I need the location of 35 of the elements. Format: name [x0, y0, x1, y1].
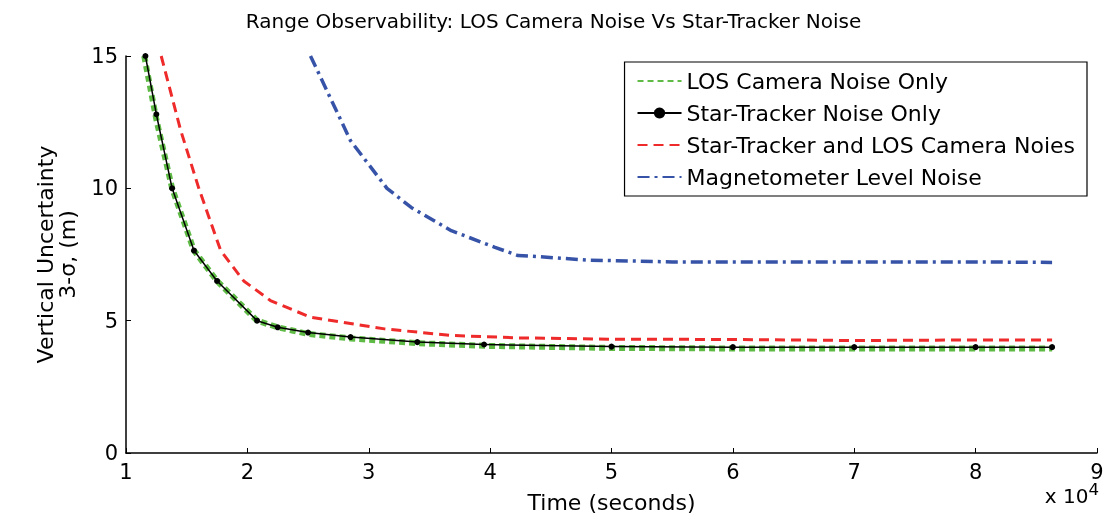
- point: [169, 185, 176, 192]
- point: [142, 53, 149, 59]
- point: [274, 324, 281, 331]
- y-tick-label: 15: [91, 44, 118, 68]
- x-axis-title: Time (seconds): [526, 489, 696, 515]
- point: [254, 317, 261, 324]
- x-tick-label: 4: [483, 459, 497, 484]
- x-tick-label: 7: [847, 459, 861, 484]
- legend-label: Star-Tracker Noise Only: [686, 100, 941, 126]
- x-tick-label: 2: [240, 459, 255, 484]
- chart-title: Range Observability: LOS Camera Noise Vs Star-Tracker Noise: [245, 9, 862, 33]
- point: [481, 341, 488, 348]
- point: [347, 334, 354, 341]
- legend-label: LOS Camera Noise Only: [686, 68, 949, 94]
- point: [1049, 344, 1056, 351]
- point: [153, 111, 160, 118]
- legend-label: Magnetometer Level Noise: [686, 164, 982, 190]
- x-tick-label: 8: [968, 459, 983, 484]
- x-tick-label: 3: [362, 459, 376, 484]
- x-tick-label: 5: [604, 459, 619, 484]
- point: [414, 339, 421, 346]
- point: [729, 344, 736, 351]
- y-tick-label: 5: [104, 308, 118, 333]
- point: [851, 344, 858, 351]
- point: [972, 344, 979, 351]
- legend-label: Star-Tracker and LOS Camera Noies: [686, 132, 1076, 158]
- y-axis-title: Vertical Uncertainty 3-σ, (m): [32, 145, 80, 364]
- y-tick-label: 0: [104, 441, 118, 465]
- x-tick-label: 6: [726, 459, 740, 484]
- point: [190, 247, 197, 254]
- y-tick-label: 10: [91, 176, 118, 201]
- x-tick-label: 1: [119, 459, 133, 484]
- point: [608, 343, 615, 350]
- point: [305, 329, 312, 336]
- point: [214, 277, 221, 284]
